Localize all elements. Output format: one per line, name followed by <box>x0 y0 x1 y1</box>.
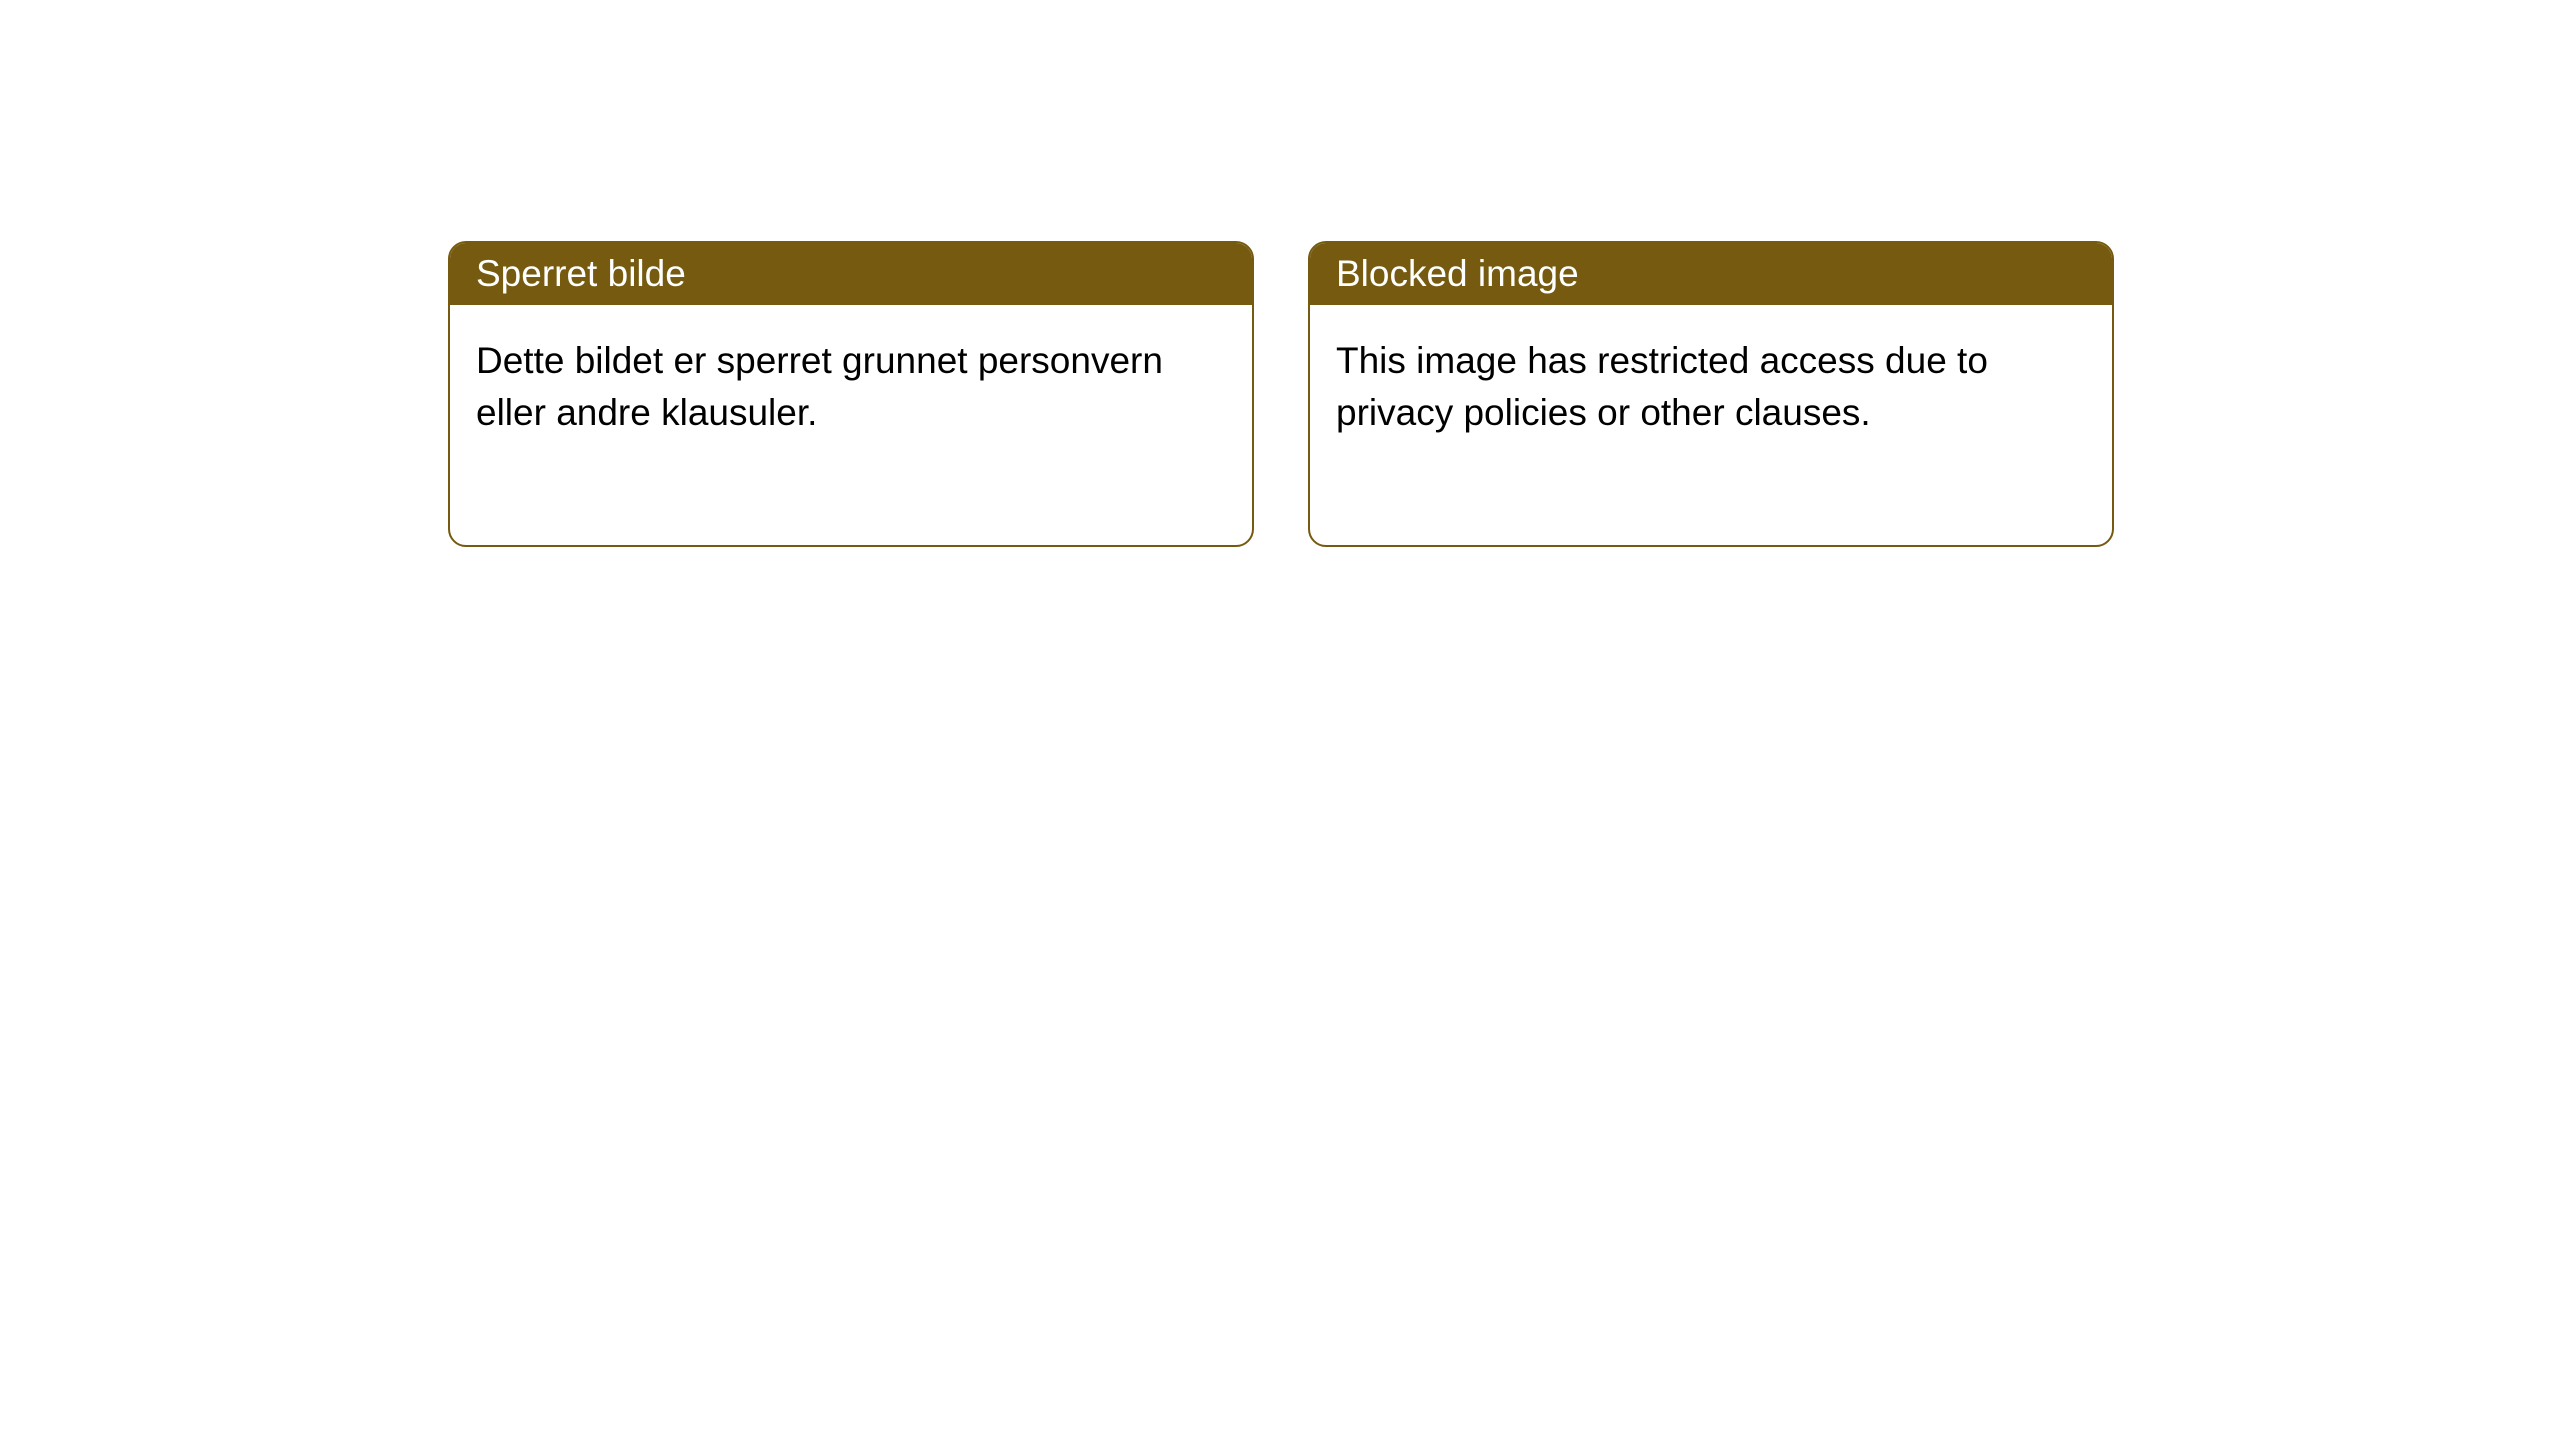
notice-header-norwegian: Sperret bilde <box>450 243 1252 305</box>
notice-card-english: Blocked image This image has restricted … <box>1308 241 2114 547</box>
notice-body-english: This image has restricted access due to … <box>1310 305 2112 545</box>
notice-card-norwegian: Sperret bilde Dette bildet er sperret gr… <box>448 241 1254 547</box>
notice-body-norwegian: Dette bildet er sperret grunnet personve… <box>450 305 1252 545</box>
notice-header-english: Blocked image <box>1310 243 2112 305</box>
notice-container: Sperret bilde Dette bildet er sperret gr… <box>0 0 2560 547</box>
